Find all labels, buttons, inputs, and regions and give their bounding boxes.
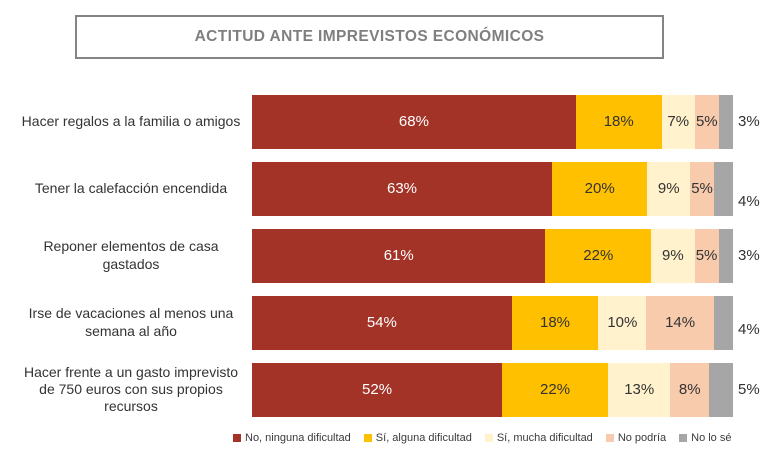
legend-color-swatch — [484, 434, 493, 442]
legend: No, ninguna dificultad Sí, alguna dificul… — [233, 432, 731, 444]
chart-row: Reponer elementos de casa gastados 61% 22%… — [0, 222, 769, 289]
bar-segment: 22% — [545, 228, 652, 283]
bar-segment: 7% — [661, 94, 695, 149]
stacked-bar: 54% 18% 10% 14% — [252, 295, 733, 350]
legend-item: No lo sé — [679, 432, 731, 444]
bar-segment — [718, 228, 733, 283]
stacked-bar: 68% 18% 7% 5% — [252, 94, 733, 149]
legend-item: No podría — [605, 432, 667, 444]
chart-title-box: ACTITUD ANTE IMPREVISTOS ECONÓMICOS — [75, 15, 664, 59]
legend-color-swatch — [605, 434, 614, 442]
bar-segment: 61% — [252, 228, 546, 283]
bar-segment: 18% — [511, 295, 599, 350]
bar-segment: 5% — [694, 94, 719, 149]
legend-label: No podría — [617, 432, 667, 444]
legend-item: Sí, mucha dificultad — [484, 432, 593, 444]
bar-segment: 13% — [607, 362, 671, 417]
stacked-bar: 63% 20% 9% 5% — [252, 161, 733, 216]
bar-segment — [713, 161, 733, 216]
outside-value-label: 3% — [738, 247, 760, 264]
bar-segment — [708, 362, 733, 417]
category-label: Hacer frente a un gasto imprevisto de 75… — [24, 363, 238, 415]
legend-label: No, ninguna dificultad — [245, 432, 351, 444]
legend-color-swatch — [679, 434, 688, 442]
bar-segment: 68% — [252, 94, 576, 149]
legend-color-swatch — [233, 434, 241, 442]
outside-value-label: 5% — [738, 381, 760, 398]
chart-title: ACTITUD ANTE IMPREVISTOS ECONÓMICOS — [194, 28, 545, 45]
category-label: Hacer regalos a la familia o amigos — [21, 112, 241, 129]
stacked-bar: 61% 22% 9% 5% — [252, 228, 733, 283]
chart-rows: Hacer regalos a la familia o amigos 68% 18… — [0, 88, 769, 423]
legend-label: Sí, mucha dificultad — [496, 432, 593, 444]
bar-segment — [713, 295, 733, 350]
chart-row: Irse de vacaciones al menos una semana a… — [0, 289, 769, 356]
outside-value-label: 4% — [738, 321, 760, 338]
stacked-bar: 52% 22% 13% 8% — [252, 362, 733, 417]
outside-value-label: 4% — [738, 193, 760, 210]
bar-segment: 14% — [646, 295, 714, 350]
bar-segment: 10% — [598, 295, 647, 350]
chart-row: Hacer regalos a la familia o amigos 68% 18… — [0, 88, 769, 155]
category-label: Reponer elementos de casa gastados — [43, 238, 219, 272]
chart-row: Hacer frente a un gasto imprevisto de 75… — [0, 356, 769, 423]
legend-item: No, ninguna dificultad — [233, 432, 351, 444]
category-label: Irse de vacaciones al menos una semana a… — [28, 305, 234, 339]
bar-segment: 22% — [502, 362, 608, 417]
stacked-bar-chart: Hacer regalos a la familia o amigos 68% 18… — [0, 88, 769, 423]
chart-row: Tener la calefacción encendida 63% 20% 9% 5%… — [0, 155, 769, 222]
bar-segment: 20% — [552, 161, 648, 216]
legend-label: No lo sé — [691, 432, 732, 444]
bar-segment: 9% — [647, 161, 691, 216]
legend-color-swatch — [363, 434, 372, 442]
outside-value-label: 3% — [738, 113, 760, 130]
bar-segment — [718, 94, 733, 149]
bar-segment: 54% — [252, 295, 512, 350]
bar-segment: 52% — [252, 362, 503, 417]
bar-segment: 5% — [690, 161, 714, 216]
category-label: Tener la calefacción encendida — [34, 179, 228, 196]
bar-segment: 8% — [670, 362, 709, 417]
legend-item: Sí, alguna dificultad — [363, 432, 472, 444]
legend-label: Sí, alguna dificultad — [375, 432, 472, 444]
bar-segment: 5% — [694, 228, 719, 283]
bar-segment: 18% — [575, 94, 662, 149]
bar-segment: 9% — [651, 228, 695, 283]
bar-segment: 63% — [252, 161, 553, 216]
